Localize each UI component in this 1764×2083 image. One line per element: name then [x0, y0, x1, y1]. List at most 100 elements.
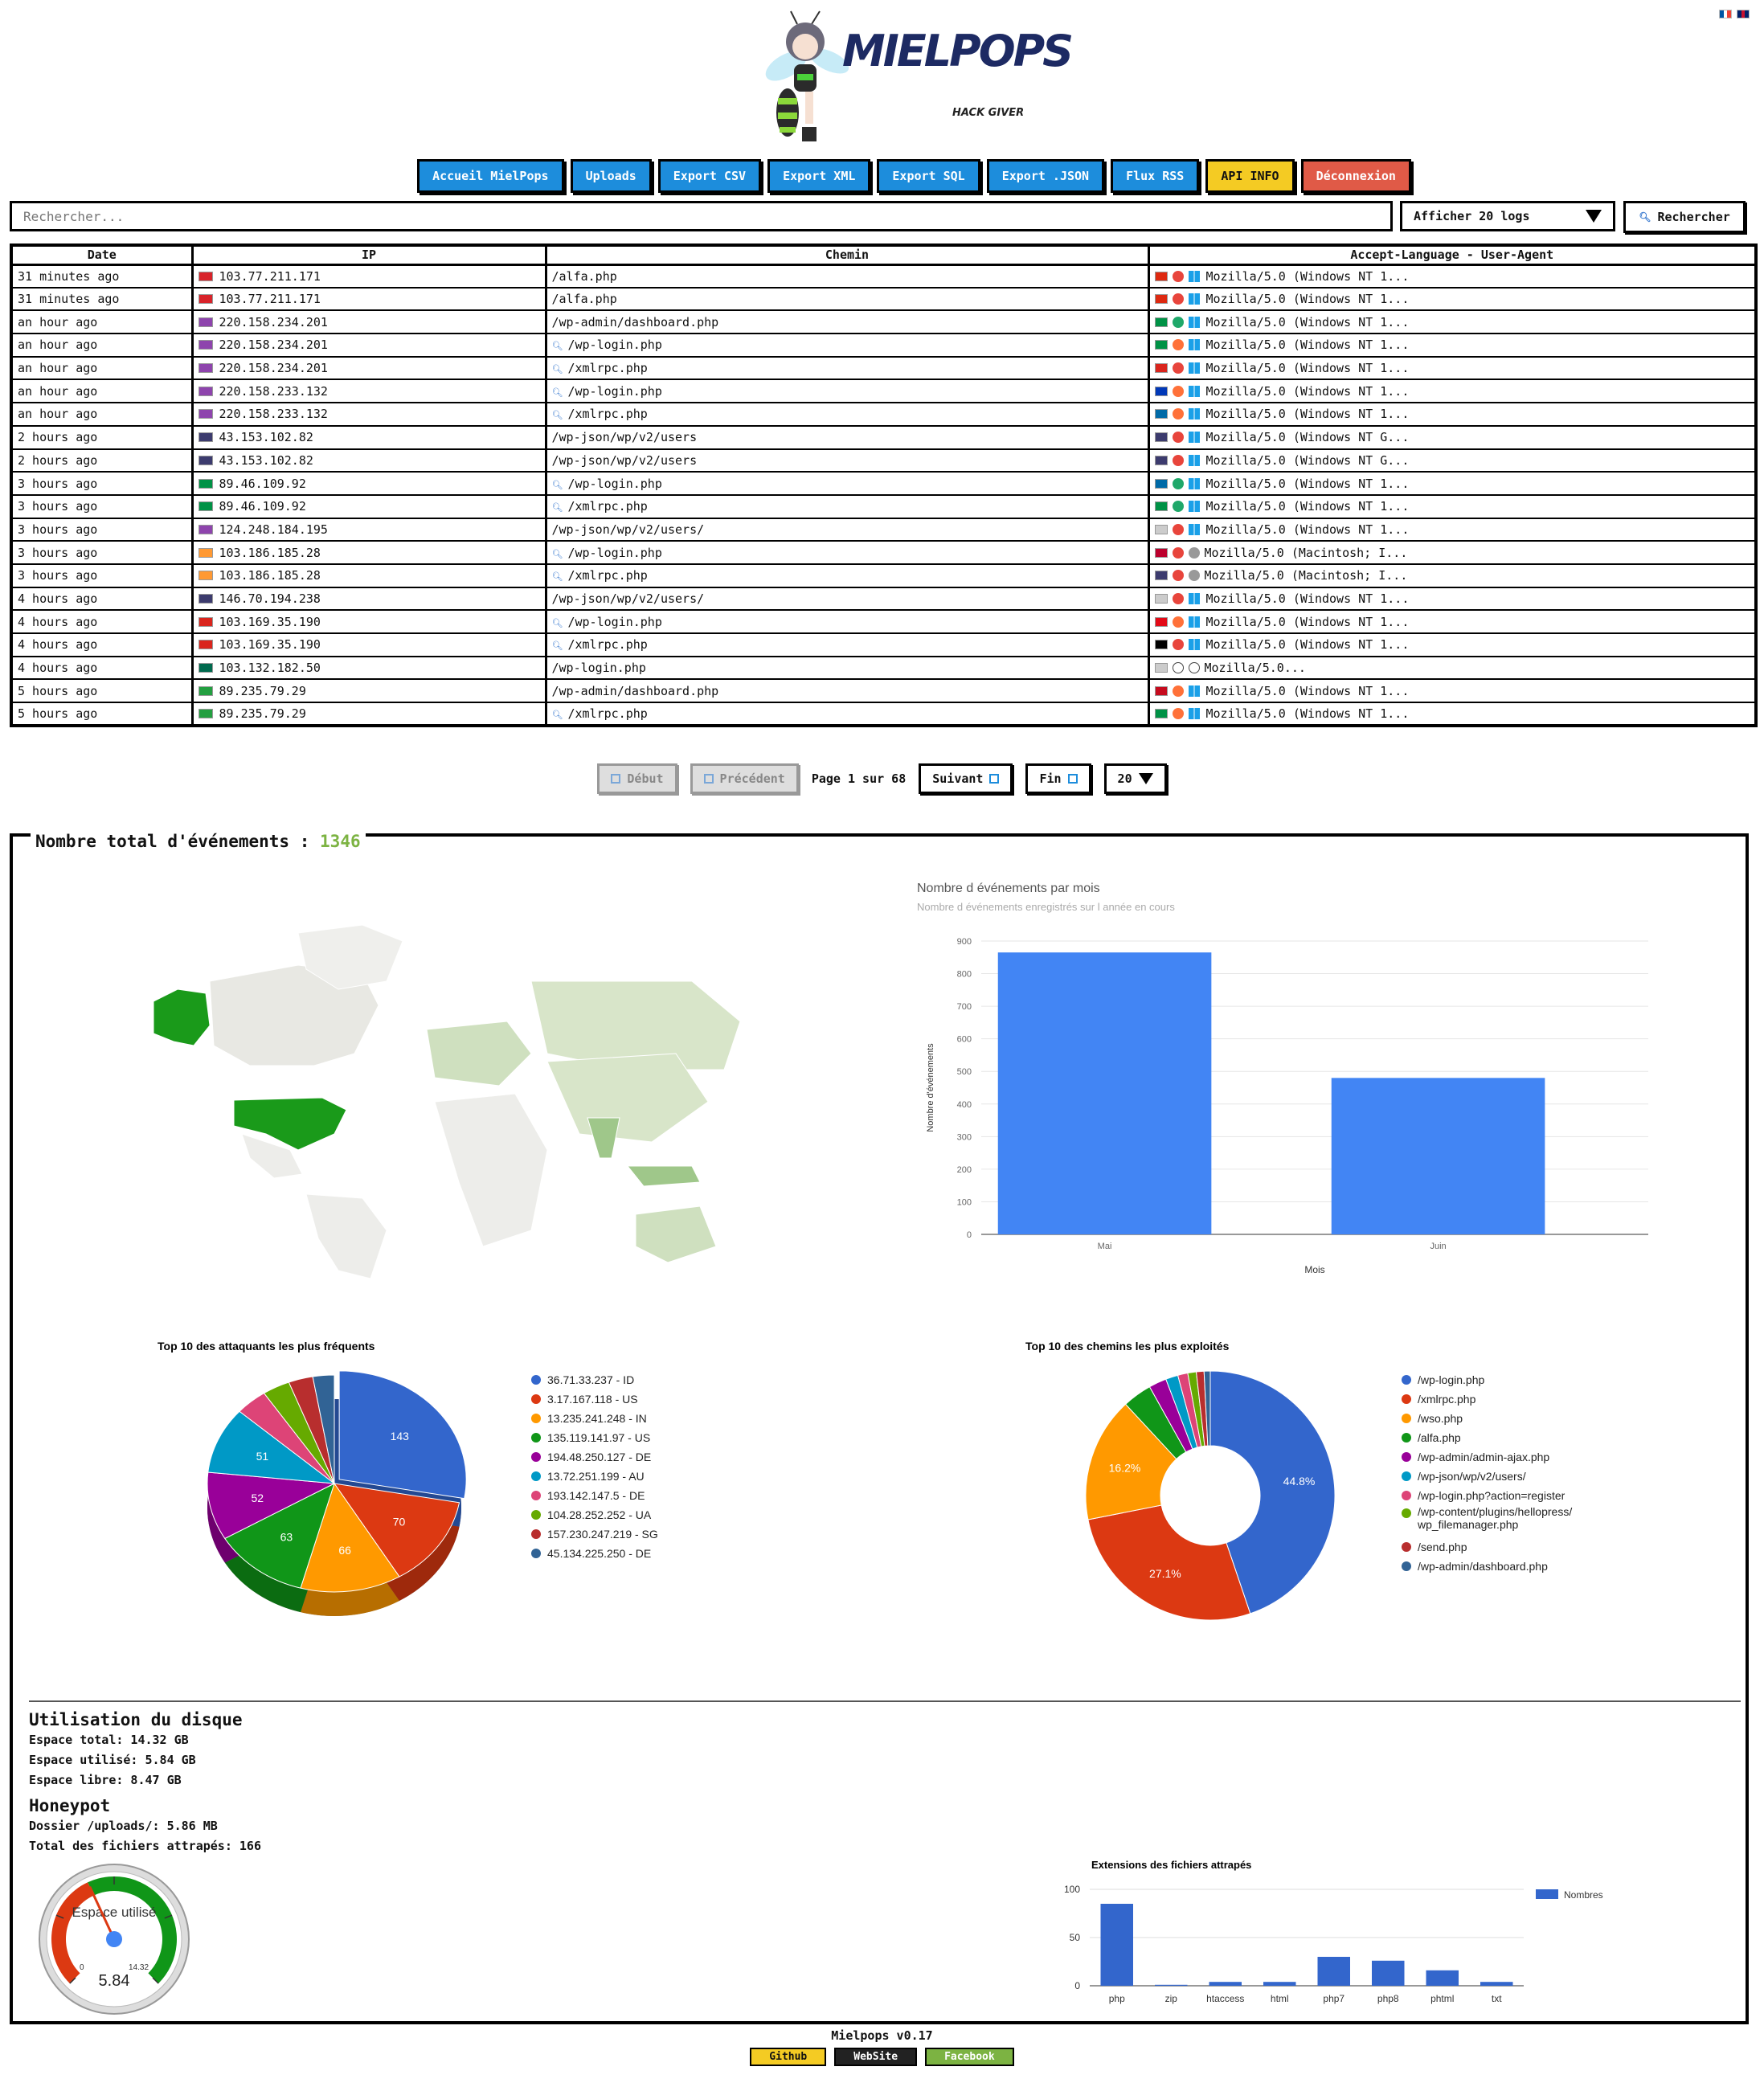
nav-button-api-info[interactable]: API INFO: [1205, 159, 1295, 193]
map-region-africa[interactable]: [434, 1093, 548, 1247]
last-page-button[interactable]: Fin: [1025, 763, 1091, 794]
cell-ip[interactable]: 89.46.109.92: [190, 494, 547, 519]
legend-item[interactable]: 194.48.250.127 - DE: [531, 1447, 658, 1467]
legend-item[interactable]: 13.72.251.199 - AU: [531, 1467, 658, 1486]
cell-path[interactable]: 🔍︎ /xmlrpc.php: [544, 633, 1150, 657]
table-row[interactable]: an hour ago 220.158.234.201 🔍︎ /xmlrpc.php M…: [10, 356, 1758, 381]
nav-button-export-xml[interactable]: Export XML: [767, 159, 871, 193]
cell-path[interactable]: 🔍︎ /xmlrpc.php: [544, 702, 1150, 726]
cell-ip[interactable]: 103.77.211.171: [190, 264, 547, 289]
legend-item[interactable]: /wp-login.php: [1402, 1370, 1572, 1389]
cell-path[interactable]: /wp-admin/dashboard.php: [544, 310, 1150, 335]
legend-item[interactable]: /xmlrpc.php: [1402, 1389, 1572, 1409]
per-page-select[interactable]: 20: [1103, 763, 1167, 794]
nav-button-flux-rss[interactable]: Flux RSS: [1111, 159, 1200, 193]
pie-slice[interactable]: [300, 1482, 400, 1593]
bar-php7[interactable]: [1317, 1957, 1351, 1986]
cell-path[interactable]: /wp-json/wp/v2/users: [544, 425, 1150, 450]
table-row[interactable]: 4 hours ago 103.169.35.190 🔍︎ /wp-login.php…: [10, 610, 1758, 634]
nav-button-d-connexion[interactable]: Déconnexion: [1300, 159, 1411, 193]
flag-fr-icon[interactable]: [1719, 10, 1732, 18]
bar-juin[interactable]: [1331, 1078, 1545, 1234]
bar-phtml[interactable]: [1426, 1970, 1459, 1986]
pie-slice[interactable]: [207, 1471, 336, 1540]
column-header-user-agent[interactable]: Accept-Language - User-Agent: [1147, 243, 1758, 266]
pie-slice[interactable]: [338, 1370, 467, 1500]
legend-item[interactable]: /wp-content/plugins/hellopress/ wp_filem…: [1402, 1505, 1572, 1537]
disk-usage-gauge[interactable]: Espace utilisé 0 14.325.84: [34, 1859, 194, 2020]
cell-ip[interactable]: 103.77.211.171: [190, 287, 547, 312]
nav-button-uploads[interactable]: Uploads: [570, 159, 652, 193]
next-page-button[interactable]: Suivant: [919, 763, 1013, 794]
table-row[interactable]: 3 hours ago 89.46.109.92 🔍︎ /xmlrpc.php Mozi…: [10, 494, 1758, 519]
cell-path[interactable]: 🔍︎ /xmlrpc.php: [544, 563, 1150, 588]
legend-item[interactable]: /wp-admin/admin-ajax.php: [1402, 1447, 1572, 1467]
cell-ip[interactable]: 103.169.35.190: [190, 633, 547, 657]
legend-item[interactable]: /wp-json/wp/v2/users/: [1402, 1467, 1572, 1486]
cell-path[interactable]: 🔍︎ /wp-login.php: [544, 334, 1150, 358]
map-region-asia[interactable]: [546, 1053, 709, 1143]
cell-ip[interactable]: 220.158.233.132: [190, 379, 547, 404]
pie-slice[interactable]: [207, 1410, 336, 1484]
legend-item[interactable]: 135.119.141.97 - US: [531, 1428, 658, 1447]
cell-ip[interactable]: 103.186.185.28: [190, 541, 547, 565]
map-region-india[interactable]: [587, 1117, 620, 1159]
cell-ip[interactable]: 124.248.184.195: [190, 518, 547, 542]
map-region-indonesia[interactable]: [626, 1165, 701, 1187]
cell-path[interactable]: 🔍︎ /wp-login.php: [544, 541, 1150, 565]
cell-path[interactable]: /wp-json/wp/v2/users/: [544, 587, 1150, 612]
table-row[interactable]: 4 hours ago 103.169.35.190 🔍︎ /xmlrpc.php Mo…: [10, 633, 1758, 657]
bar-html[interactable]: [1263, 1982, 1296, 1986]
pie-slice[interactable]: [224, 1483, 335, 1589]
table-row[interactable]: 3 hours ago 103.186.185.28 🔍︎ /xmlrpc.php Mo…: [10, 563, 1758, 588]
cell-ip[interactable]: 43.153.102.82: [190, 448, 547, 473]
legend-item[interactable]: /wp-login.php?action=register: [1402, 1486, 1572, 1505]
search-input[interactable]: [10, 201, 1393, 231]
table-row[interactable]: 4 hours ago 103.132.182.50/wp-login.php Mo…: [10, 656, 1758, 681]
cell-path[interactable]: /wp-admin/dashboard.php: [544, 679, 1150, 704]
bar-php[interactable]: [1100, 1904, 1134, 1986]
map-region-russia[interactable]: [530, 980, 740, 1070]
donut-slice[interactable]: [1085, 1403, 1177, 1520]
map-region-south-america[interactable]: [305, 1193, 387, 1279]
logs-per-page-select[interactable]: Afficher 20 logs: [1400, 201, 1615, 231]
cell-path[interactable]: 🔍︎ /xmlrpc.php: [544, 403, 1150, 427]
first-page-button[interactable]: Début: [597, 763, 677, 794]
cell-path[interactable]: 🔍︎ /wp-login.php: [544, 472, 1150, 496]
table-row[interactable]: an hour ago 220.158.233.132 🔍︎ /xmlrpc.php M…: [10, 403, 1758, 427]
legend-item[interactable]: 157.230.247.219 - SG: [531, 1524, 658, 1544]
nav-button-export-json[interactable]: Export .JSON: [986, 159, 1105, 193]
search-button[interactable]: 🔍︎ Rechercher: [1623, 201, 1746, 233]
legend-item[interactable]: /alfa.php: [1402, 1428, 1572, 1447]
top-paths-chart[interactable]: 44.8% 27.1% 16.2%: [1074, 1363, 1347, 1636]
bar-zip[interactable]: [1155, 1984, 1188, 1986]
map-region-europe[interactable]: [426, 1021, 532, 1087]
bar-php8[interactable]: [1372, 1960, 1405, 1986]
logo[interactable]: MIELPOPS HACK GIVER: [755, 8, 1074, 149]
bar-txt[interactable]: [1480, 1982, 1513, 1986]
legend-item[interactable]: 36.71.33.237 - ID: [531, 1370, 658, 1389]
map-region-usa[interactable]: [233, 1097, 347, 1151]
cell-ip[interactable]: 43.153.102.82: [190, 425, 547, 450]
map-region-alaska[interactable]: [153, 988, 211, 1046]
bar-mai[interactable]: [997, 952, 1212, 1234]
table-row[interactable]: 3 hours ago 124.248.184.195/wp-json/wp/v2…: [10, 518, 1758, 542]
table-row[interactable]: 31 minutes ago 103.77.211.171/alfa.php Moz…: [10, 264, 1758, 289]
donut-slice[interactable]: [1209, 1370, 1336, 1614]
table-row[interactable]: 31 minutes ago 103.77.211.171/alfa.php Moz…: [10, 287, 1758, 312]
column-header-ip[interactable]: IP: [190, 243, 547, 266]
column-header-date[interactable]: Date: [10, 243, 194, 266]
events-per-month-chart[interactable]: 0 100 200 300 400 500 600 700 800 900 Mai Juin Mois N…: [909, 925, 1680, 1295]
cell-path[interactable]: 🔍︎ /wp-login.php: [544, 610, 1150, 634]
website-link[interactable]: WebSite: [834, 2048, 918, 2066]
previous-page-button[interactable]: Précédent: [690, 763, 799, 794]
flag-en-icon[interactable]: [1737, 10, 1750, 18]
table-row[interactable]: an hour ago 220.158.234.201 🔍︎ /wp-login.ph…: [10, 334, 1758, 358]
pie-slice[interactable]: [333, 1483, 460, 1578]
table-row[interactable]: 4 hours ago 146.70.194.238/wp-json/wp/v2/…: [10, 587, 1758, 612]
legend-item[interactable]: 193.142.147.5 - DE: [531, 1486, 658, 1505]
donut-slice[interactable]: [1087, 1504, 1251, 1621]
table-row[interactable]: 2 hours ago 43.153.102.82/wp-json/wp/v2/u…: [10, 425, 1758, 450]
cell-ip[interactable]: 89.235.79.29: [190, 702, 547, 726]
map-region-mexico[interactable]: [241, 1133, 303, 1179]
